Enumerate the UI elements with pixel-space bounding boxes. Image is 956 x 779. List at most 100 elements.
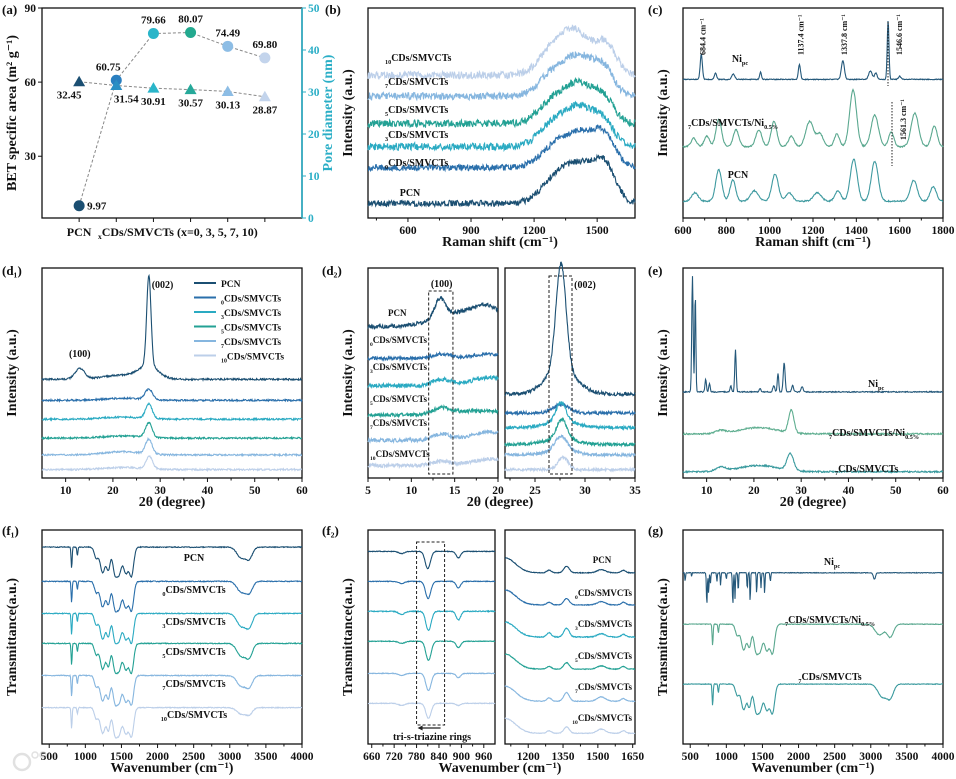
x-tick-label: 20 <box>492 485 504 497</box>
series-label: 7CDs/SMVCTs <box>385 77 448 90</box>
arrow-head-icon <box>417 725 423 731</box>
subscript-prefix: 7 <box>370 425 373 431</box>
label-text: CDs/SMVCTs <box>838 464 898 475</box>
bet-point <box>259 52 271 64</box>
x-tick-label: 30 <box>154 485 166 497</box>
plot-area <box>682 7 944 222</box>
series-label: 10CDs/SMVCTs <box>370 449 430 462</box>
series-label: 10CDs/SMVCTs <box>385 53 451 66</box>
axes-frame <box>41 529 303 745</box>
x-tick-label: 1200 <box>802 225 825 237</box>
x-tick-label: xCDs/SMVCTs (x=0, 3, 5, 7, 10) <box>98 225 258 241</box>
series-label: Nipc <box>868 379 884 392</box>
subscript-prefix: 0 <box>370 342 373 348</box>
subplot <box>504 261 636 482</box>
series-line <box>504 434 636 459</box>
series-label: 0CDs/SMVCTs <box>385 158 448 171</box>
panel-label: (g) <box>648 523 663 538</box>
subscript-prefix: 5 <box>221 330 224 336</box>
label-text: CDs/SMVCTs <box>388 77 448 88</box>
series-line <box>504 685 636 703</box>
series-label: 3CDs/SMVCTs <box>575 619 632 632</box>
series-label: PCN <box>400 188 421 199</box>
x-tick-label: 1650 <box>621 751 644 763</box>
series-label: Nipc <box>732 54 748 67</box>
label-text: CDs/SMVCTs <box>224 338 281 348</box>
series-line <box>41 642 303 675</box>
label-text: CDs/SMVCTs <box>388 105 448 116</box>
subscript-prefix: 7 <box>785 621 788 628</box>
x-tick-label: 1500 <box>751 751 774 763</box>
series-label: PCN <box>184 553 205 564</box>
series-label: 5CDs/SMVCTs <box>575 651 632 664</box>
x-tick-label: 10 <box>406 485 418 497</box>
series-line <box>367 124 636 173</box>
x-tick-label: 2500 <box>823 751 846 763</box>
subscript-prefix: 7 <box>688 124 691 131</box>
x-tick-label: 840 <box>430 751 448 763</box>
legend <box>194 282 216 357</box>
x-axis-label: Raman shift (cm⁻¹) <box>755 235 871 250</box>
label-text: CDs/SMVCTs <box>224 324 281 334</box>
x-tick-label: 2000 <box>146 751 169 763</box>
subscript-prefix: 0 <box>385 164 388 171</box>
subscript-prefix: 10 <box>385 59 391 66</box>
panel-label: (d₁) <box>2 263 22 278</box>
series-line <box>505 621 636 639</box>
x-tick-label: 40 <box>202 485 214 497</box>
x-tick-label: 1000 <box>758 225 781 237</box>
series-line <box>682 276 944 394</box>
highlight-box <box>428 290 454 475</box>
x-tick-label: 10 <box>60 485 72 497</box>
series-line <box>682 408 944 436</box>
label-text: CDs/SMVCTs <box>167 710 227 721</box>
series-line <box>367 100 636 153</box>
bet-point <box>185 27 197 39</box>
x-tick-label: 50 <box>249 485 261 497</box>
axes-frame <box>504 267 636 479</box>
panel-label: (f₂) <box>322 523 339 538</box>
series-line <box>41 421 303 441</box>
y-axis-label: Transmittance(a.u.) <box>656 578 671 696</box>
x-tick-label: 1350 <box>552 751 575 763</box>
data-label: 30.13 <box>215 99 240 111</box>
series-line <box>41 455 303 473</box>
series-line <box>367 153 636 209</box>
label-text: CDs/SMVCTs <box>578 619 633 629</box>
label-text: CDs/SMVCTs <box>165 617 225 628</box>
series-line <box>682 20 944 81</box>
data-label: 28.87 <box>252 105 277 117</box>
x-tick-label: 2000 <box>787 751 810 763</box>
series-line <box>367 702 496 719</box>
series-label: PCN <box>593 555 612 565</box>
x-tick-label: 1000 <box>715 751 738 763</box>
bet-line <box>78 32 266 206</box>
y-axis-label: Pore diameter (nm) <box>321 54 336 171</box>
series-label: 10CDs/SMVCTs <box>572 713 632 726</box>
x-tick-label: 3500 <box>254 751 277 763</box>
x-tick-label: 25 <box>529 485 541 497</box>
subscript-prefix: 3 <box>221 315 224 321</box>
data-label: 69.80 <box>252 39 277 51</box>
series-label: 5CDs/SMVCTs <box>385 105 448 118</box>
series-line <box>504 261 636 398</box>
series-label: 7CDs/SMVCTs <box>798 672 861 685</box>
x-tick-label: 10 <box>701 485 713 497</box>
data-label: 32.45 <box>57 90 82 102</box>
label-text: CDs/SMVCTs/Ni <box>788 615 861 626</box>
x-tick-label: 5 <box>365 485 371 497</box>
label-text: PCN <box>388 308 407 318</box>
series-label: 7CDs/SMVCTs <box>575 682 632 695</box>
x-tick-label: 1200 <box>517 751 540 763</box>
data-label: 30.91 <box>141 96 166 108</box>
y-axis-label: BET specific area (m² g⁻¹) <box>5 35 20 191</box>
region-annotation: tri-s-triazine rings <box>393 732 471 743</box>
label-text: CDs/SMVCTs <box>373 418 428 428</box>
axes-frame <box>682 529 944 745</box>
subscript-prefix: 7 <box>829 434 832 441</box>
series-label: Nipc <box>824 557 840 570</box>
x-tick-label: 35 <box>629 485 641 497</box>
label-text: CDs/SMVCTs <box>224 309 281 319</box>
subscript-prefix: 10 <box>370 456 376 462</box>
panel-label: (b) <box>325 2 341 17</box>
